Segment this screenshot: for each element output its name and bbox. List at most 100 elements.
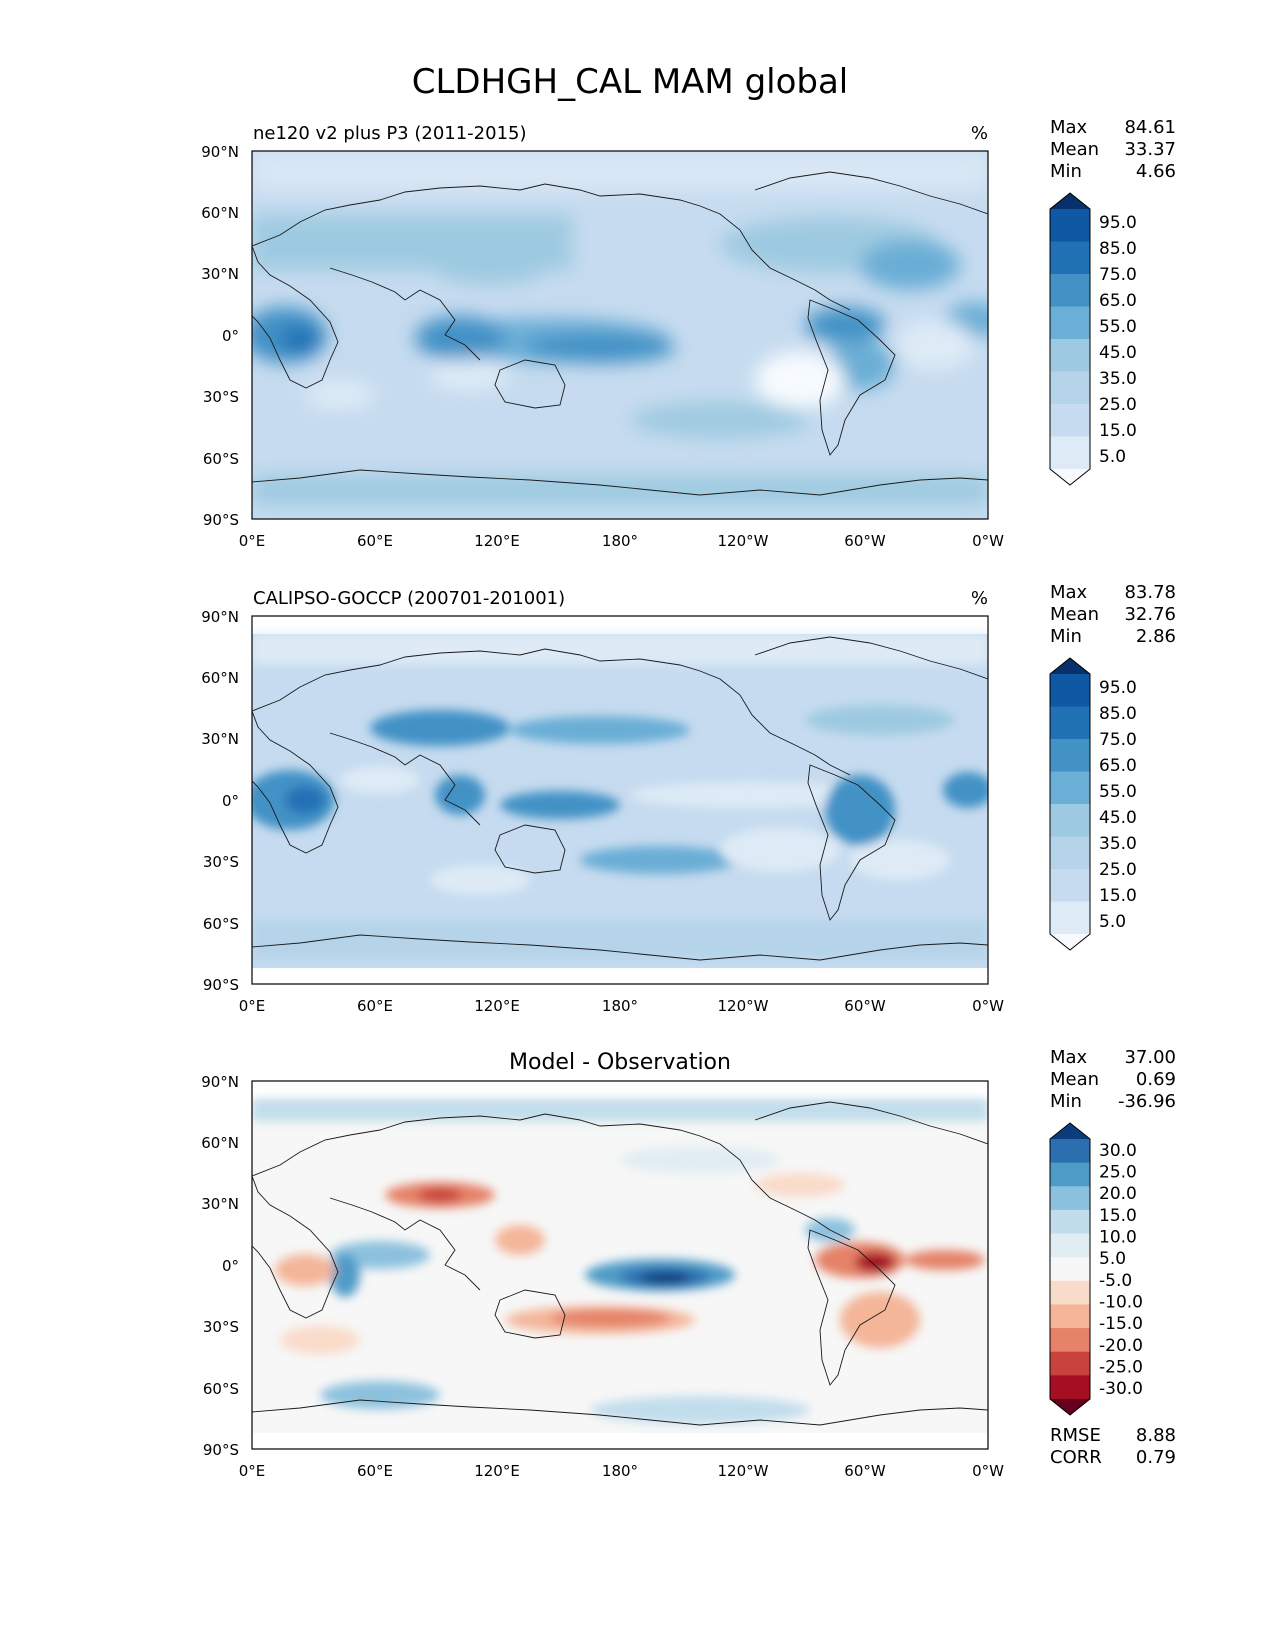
colorbar-tick-label: -25.0 — [1099, 1358, 1143, 1378]
y-tick-label: 90°N — [201, 608, 239, 626]
x-axis: 0°E 60°E 120°E 180° 120°W 60°W 0°W — [239, 532, 1004, 550]
stat-min-label: Min — [1050, 161, 1082, 182]
x-tick-label: 120°W — [718, 532, 769, 550]
x-tick-label: 120°W — [718, 1462, 769, 1480]
x-tick-label: 60°E — [357, 1462, 393, 1480]
x-tick-label: 60°E — [357, 997, 393, 1015]
colorbar-tick-label: 65.0 — [1099, 756, 1137, 776]
y-tick-label: 90°N — [201, 1073, 239, 1091]
colorbar-tick-label: 35.0 — [1099, 369, 1137, 389]
colorbar-tick-label: 35.0 — [1099, 834, 1137, 854]
y-tick-label: 60°N — [201, 669, 239, 687]
colorbar-tick-label: 15.0 — [1099, 886, 1137, 906]
figure-title: CLDHGH_CAL MAM global — [412, 62, 849, 102]
x-tick-label: 0°W — [972, 1462, 1004, 1480]
colorbar-swatch — [1050, 674, 1090, 707]
stats-block: Max 84.61 Mean 33.37 Min 4.66 — [1050, 117, 1176, 182]
panel-title: ne120 v2 plus P3 (2011-2015) — [253, 123, 527, 144]
y-tick-label: 60°S — [203, 915, 239, 933]
units-label: % — [971, 123, 988, 144]
colorbar-outline — [1049, 1122, 1091, 1416]
y-axis: 90°N 60°N 30°N 0° 30°S 60°S 90°S — [201, 608, 239, 994]
stat-mean-value: 33.37 — [1124, 139, 1176, 160]
colorbar-swatch — [1050, 1139, 1090, 1164]
colorbar-tick-label: 25.0 — [1099, 860, 1137, 880]
colorbar-swatch — [1050, 1399, 1090, 1415]
colorbar-swatch — [1050, 339, 1090, 372]
colorbar-swatch — [1050, 469, 1090, 485]
x-tick-label: 120°E — [474, 532, 520, 550]
colorbar: 95.0 85.0 75.0 65.0 55.0 45.0 35.0 25.0 15.0 5.0 — [1049, 657, 1137, 951]
stat-max-value: 84.61 — [1124, 117, 1176, 138]
colorbar-tick-label: 55.0 — [1099, 317, 1137, 337]
colorbar-tick-label: -20.0 — [1099, 1336, 1143, 1356]
colorbar-tick-label: 45.0 — [1099, 343, 1137, 363]
corr-value: 0.79 — [1136, 1447, 1176, 1468]
stat-min-value: 4.66 — [1136, 161, 1176, 182]
colorbar-swatch — [1050, 1328, 1090, 1353]
y-tick-label: 90°S — [203, 511, 239, 529]
stat-max-value: 37.00 — [1124, 1047, 1176, 1068]
map-field — [252, 151, 988, 519]
panel-title: CALIPSO-GOCCP (200701-201001) — [253, 588, 565, 609]
rmse-value: 8.88 — [1136, 1425, 1176, 1446]
coastlines — [252, 636, 988, 961]
y-tick-label: 90°N — [201, 143, 239, 161]
colorbar-outline — [1049, 657, 1091, 951]
plot-frame — [251, 615, 989, 985]
colorbar-swatch — [1050, 241, 1090, 275]
colorbar-swatch — [1050, 771, 1090, 805]
colorbar-tick-label: 95.0 — [1099, 213, 1137, 233]
colorbar-tick-label: -30.0 — [1099, 1379, 1143, 1399]
colorbar-tick-label: 25.0 — [1099, 1163, 1137, 1183]
x-tick-label: 60°E — [357, 532, 393, 550]
colorbar-tick-label: -10.0 — [1099, 1293, 1143, 1313]
x-tick-label: 60°W — [844, 532, 886, 550]
colorbar-tick-label: 95.0 — [1099, 678, 1137, 698]
y-tick-label: 30°N — [201, 265, 239, 283]
colorbar-tick-label: 25.0 — [1099, 395, 1137, 415]
colorbar-swatch — [1050, 934, 1090, 950]
colorbar-tick-label: 45.0 — [1099, 808, 1137, 828]
colorbar-swatch — [1050, 306, 1090, 340]
colorbar-tick-label: 10.0 — [1099, 1228, 1137, 1248]
x-tick-label: 0°E — [239, 1462, 266, 1480]
x-axis: 0°E 60°E 120°E 180° 120°W 60°W 0°W — [239, 997, 1004, 1015]
x-axis: 0°E 60°E 120°E 180° 120°W 60°W 0°W — [239, 1462, 1004, 1480]
y-tick-label: 90°S — [203, 976, 239, 994]
colorbar-swatch — [1050, 274, 1090, 307]
stat-mean-label: Mean — [1050, 604, 1099, 625]
stat-mean-label: Mean — [1050, 139, 1099, 160]
colorbar-tick-label: -15.0 — [1099, 1314, 1143, 1334]
x-tick-label: 0°E — [239, 532, 266, 550]
y-tick-label: 30°S — [203, 1318, 239, 1336]
x-tick-label: 0°W — [972, 997, 1004, 1015]
colorbar-swatch — [1050, 209, 1090, 242]
y-tick-label: 0° — [222, 1257, 239, 1275]
stat-max-value: 83.78 — [1124, 582, 1176, 603]
x-tick-label: 180° — [602, 997, 638, 1015]
colorbar-swatch — [1050, 658, 1090, 674]
y-tick-label: 30°N — [201, 730, 239, 748]
panel-title: Model - Observation — [509, 1050, 731, 1075]
x-tick-label: 60°W — [844, 1462, 886, 1480]
colorbar-swatch — [1050, 1375, 1090, 1400]
colorbar-swatch — [1050, 371, 1090, 405]
coastlines — [252, 171, 988, 496]
colorbar-tick-label: 85.0 — [1099, 239, 1137, 259]
colorbar-tick-label: 75.0 — [1099, 265, 1137, 285]
colorbar-swatch — [1050, 836, 1090, 870]
colorbar: 95.0 85.0 75.0 65.0 55.0 45.0 35.0 25.0 15.0 5.0 — [1049, 192, 1137, 486]
map-field — [252, 1081, 988, 1449]
colorbar-swatch — [1050, 706, 1090, 740]
colorbar-tick-label: 30.0 — [1099, 1141, 1137, 1161]
plot-frame — [251, 150, 989, 520]
colorbar-swatch — [1050, 1186, 1090, 1211]
colorbar-swatch — [1050, 804, 1090, 837]
colorbar-tick-label: 65.0 — [1099, 291, 1137, 311]
x-tick-label: 120°E — [474, 1462, 520, 1480]
stat-mean-value: 0.69 — [1136, 1069, 1176, 1090]
corr-label: CORR — [1050, 1447, 1102, 1468]
colorbar-swatch — [1050, 1304, 1090, 1329]
